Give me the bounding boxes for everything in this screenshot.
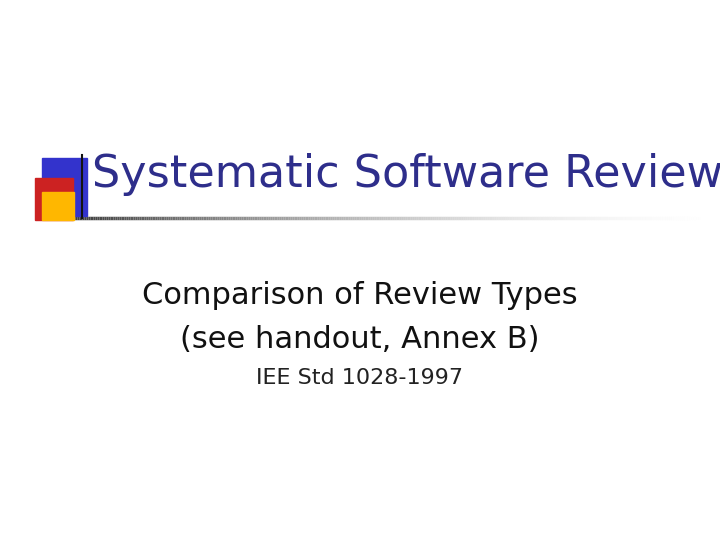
Bar xyxy=(42,192,74,220)
Text: Systematic Software Reviews: Systematic Software Reviews xyxy=(92,153,720,197)
Bar xyxy=(42,158,87,216)
Text: IEE Std 1028-1997: IEE Std 1028-1997 xyxy=(256,368,464,388)
Text: Comparison of Review Types: Comparison of Review Types xyxy=(142,280,578,309)
Text: (see handout, Annex B): (see handout, Annex B) xyxy=(180,326,540,354)
Bar xyxy=(35,178,73,220)
